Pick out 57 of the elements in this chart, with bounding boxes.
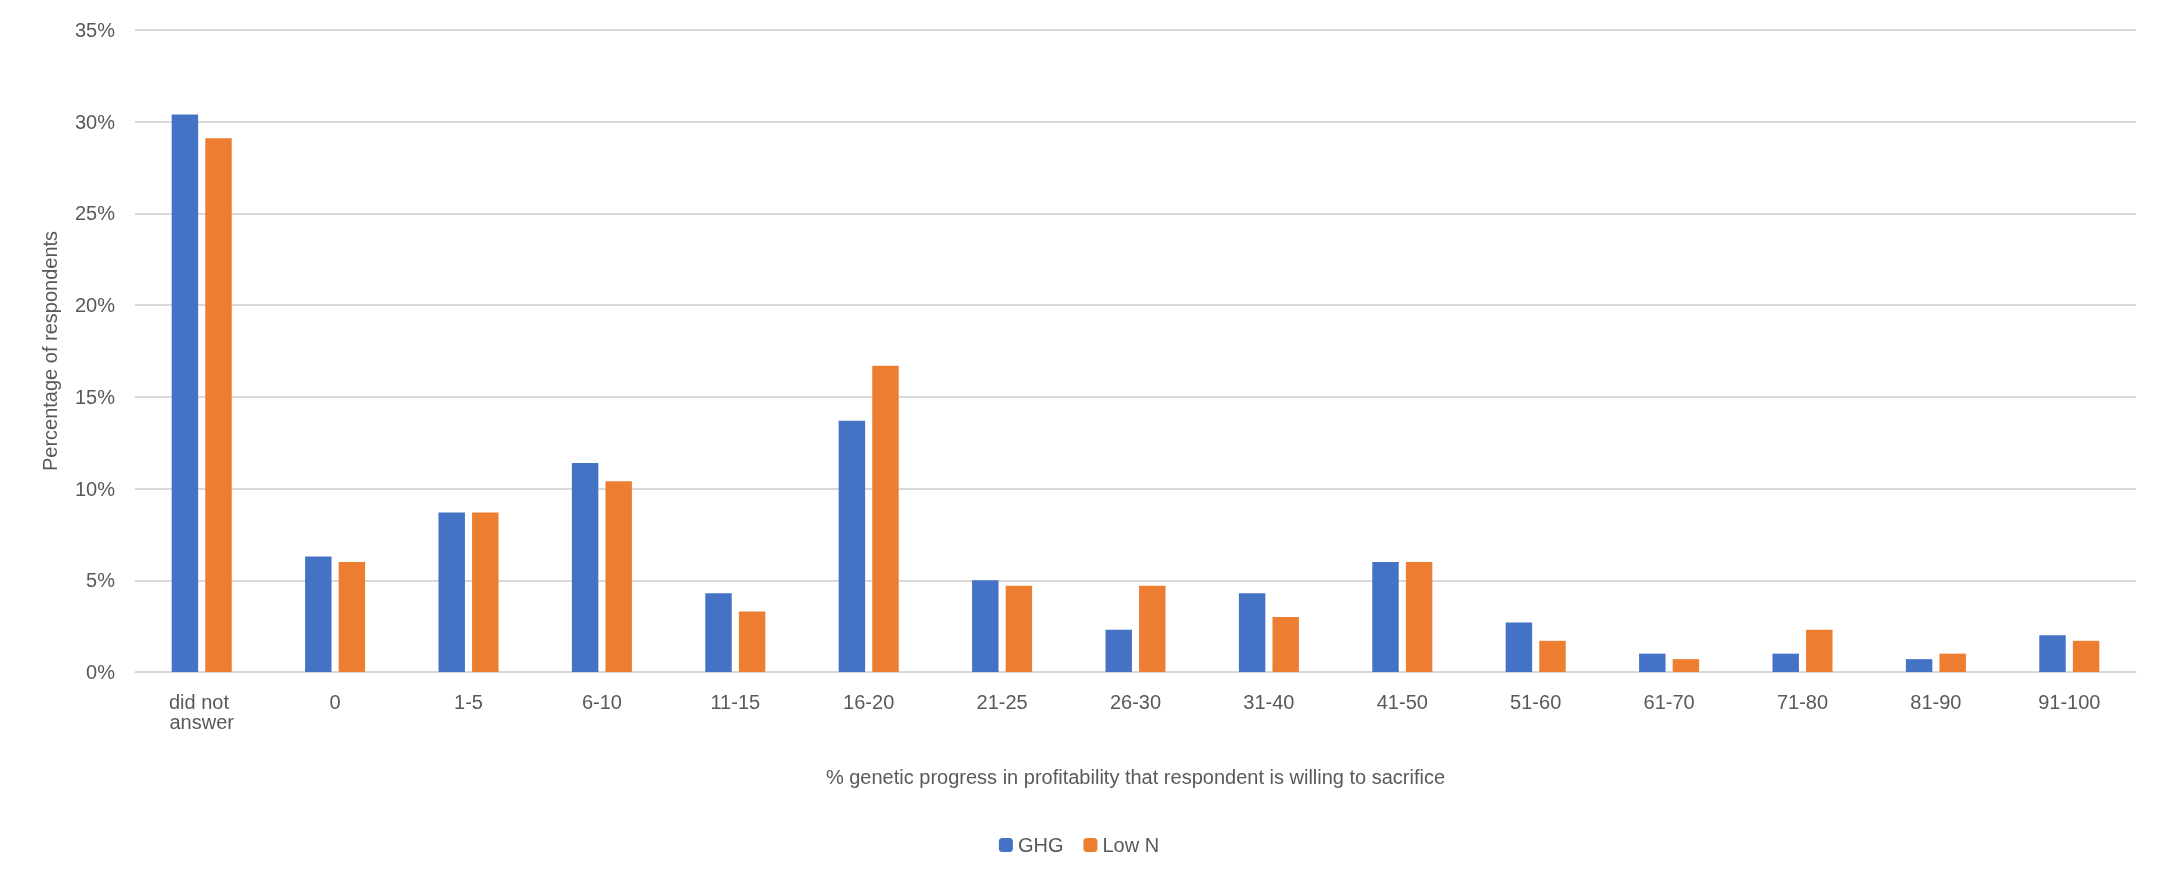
x-tick-label: 91-100: [2038, 691, 2101, 713]
bar: [738, 611, 766, 672]
bar: [872, 365, 899, 672]
y-tick-label: 5%: [86, 569, 116, 592]
legend-label: GHG: [1017, 834, 1064, 856]
y-tick-label: 15%: [74, 385, 116, 408]
x-tick-label: 61-70: [1643, 691, 1695, 713]
bar: [1005, 585, 1033, 672]
bar: [1905, 659, 1933, 672]
bar: [1505, 622, 1533, 672]
bar: [1639, 653, 1666, 672]
bar: [972, 580, 999, 672]
bar: [705, 593, 732, 672]
bar: [1806, 629, 1833, 672]
bar: [1939, 653, 1966, 672]
bar: [1139, 585, 1166, 672]
y-axis-title: Percentage of respondents: [39, 230, 61, 472]
x-tick-label: did not answer: [168, 691, 235, 733]
bar: [2039, 635, 2066, 672]
x-tick-label: 21-25: [976, 691, 1028, 713]
x-axis-title: % genetic progress in profitability that respondent is willing to sacrifice: [825, 766, 1446, 788]
y-tick-label: 10%: [74, 477, 116, 500]
bar: [1772, 653, 1799, 672]
bar: [605, 481, 632, 672]
x-tick-label: 11-15: [710, 691, 761, 713]
bar: [2072, 640, 2100, 672]
bar: [171, 114, 199, 672]
y-tick-label: 20%: [74, 294, 116, 317]
x-tick-label: 0: [329, 691, 341, 713]
bar: [571, 462, 599, 672]
x-tick-label: 51-60: [1510, 691, 1562, 713]
bar: [1672, 659, 1700, 672]
x-tick-label: 26-30: [1109, 691, 1162, 713]
x-tick-label: 71-80: [1776, 691, 1829, 713]
bar: [438, 512, 465, 672]
bar: [1105, 629, 1132, 672]
bar: [305, 556, 332, 672]
bar: [1272, 616, 1299, 672]
bar: [1238, 593, 1266, 672]
bar: [338, 561, 366, 672]
bar: [838, 420, 866, 672]
bar: [472, 512, 499, 672]
x-tick-label: 16-20: [843, 691, 895, 713]
x-tick-label: 81-90: [1910, 691, 1962, 713]
bar: [1372, 561, 1399, 672]
x-tick-label: 31-40: [1243, 691, 1295, 713]
bar: [205, 138, 232, 672]
x-tick-label: 41-50: [1376, 691, 1428, 713]
bar: [1405, 561, 1433, 672]
x-tick-label: 1-5: [454, 691, 483, 713]
legend-label: Low N: [1102, 834, 1160, 856]
y-tick-label: 30%: [74, 110, 116, 133]
bar: [1539, 640, 1566, 672]
y-tick-label: 25%: [74, 202, 116, 225]
y-tick-label: 35%: [74, 19, 116, 41]
x-tick-label: 6-10: [581, 691, 622, 713]
y-tick-label: 0%: [86, 661, 116, 683]
